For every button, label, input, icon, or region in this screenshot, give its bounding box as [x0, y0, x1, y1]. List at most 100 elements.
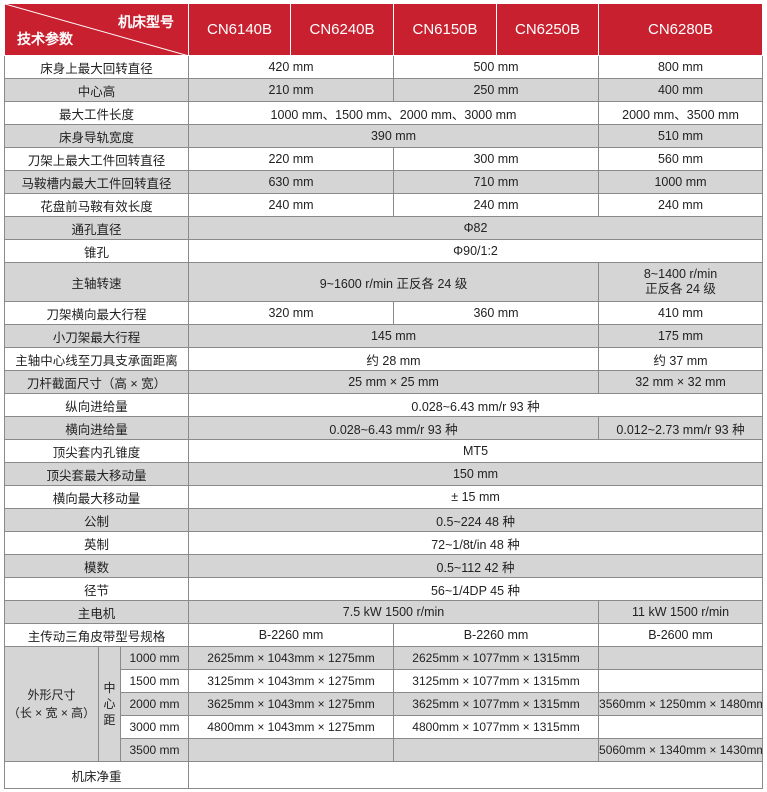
spec-row: 小刀架最大行程 145 mm 175 mm [3, 324, 764, 348]
dimension-value: 3625mm × 1077mm × 1315mm [393, 692, 600, 716]
center-distance-value: 3500 mm [119, 738, 190, 762]
spec-value: 210 mm [188, 78, 395, 102]
dimension-value: 4800mm × 1077mm × 1315mm [393, 715, 600, 739]
parameter-label: 床身导轨宽度 [3, 124, 190, 148]
model-header-cn6150b: CN6150B [393, 4, 498, 56]
spec-value: 0.5~224 48 种 [188, 508, 764, 532]
spec-value: MT5 [188, 439, 764, 463]
dimensions-label-line: 外形尺寸 [27, 688, 76, 702]
spec-value: 240 mm [393, 193, 600, 217]
spec-row: 横向进给量 0.028~6.43 mm/r 93 种 0.012~2.73 mm/r… [3, 416, 764, 440]
dimension-row: 3500 mm 5060mm × 1340mm × 1430mm [5, 738, 764, 762]
parameter-label: 公制 [3, 508, 190, 532]
spec-value: B-2260 mm [393, 623, 600, 647]
spec-row: 主轴转速 9~1600 r/min 正反各 24 级 8~1400 r/min 正反各… [3, 262, 764, 302]
dimension-row: 2000 mm 3625mm × 1043mm × 1275mm 3625mm × … [5, 692, 764, 716]
center-distance-value: 3000 mm [119, 715, 190, 739]
spec-value: 240 mm [188, 193, 395, 217]
model-header-cn6140b: CN6140B [188, 4, 292, 56]
spec-row: 刀架横向最大行程 320 mm 360 mm 410 mm [3, 301, 764, 325]
spec-row: 刀架上最大工件回转直径 220 mm 300 mm 560 mm [3, 147, 764, 171]
dimension-value [393, 738, 600, 762]
spec-value: 11 kW 1500 r/min [598, 600, 764, 624]
dimension-value: 2625mm × 1077mm × 1315mm [393, 646, 600, 670]
model-header-cn6240b: CN6240B [290, 4, 395, 56]
spec-value: 1000 mm、1500 mm、2000 mm、3000 mm [188, 101, 600, 125]
parameter-label: 主电机 [3, 600, 190, 624]
spec-row: 马鞍槽内最大工件回转直径 630 mm 710 mm 1000 mm [3, 170, 764, 194]
spec-row: 径节 56~1/4DP 45 种 [3, 577, 764, 601]
spec-value: 约 37 mm [598, 347, 764, 371]
spec-value: 400 mm [598, 78, 764, 102]
parameter-label: 马鞍槽内最大工件回转直径 [3, 170, 190, 194]
spec-table: 机床型号 技术参数 CN6140B CN6240B CN6150B CN6250B CN… [3, 4, 764, 789]
spec-value: 240 mm [598, 193, 764, 217]
spec-value: 145 mm [188, 324, 600, 348]
spec-value: 72~1/8t/in 48 种 [188, 531, 764, 555]
parameter-header-label: 技术参数 [17, 31, 73, 47]
spec-value: 25 mm × 25 mm [188, 370, 600, 394]
parameter-label: 径节 [3, 577, 190, 601]
spec-row: 床身上最大回转直径 420 mm 500 mm 800 mm [3, 55, 764, 79]
dimension-value [188, 738, 395, 762]
parameter-label: 顶尖套内孔锥度 [3, 439, 190, 463]
spec-row: 锥孔 Φ90/1:2 [3, 239, 764, 263]
spec-row: 花盘前马鞍有效长度 240 mm 240 mm 240 mm [3, 193, 764, 217]
spec-value: 630 mm [188, 170, 395, 194]
dimension-value: 4800mm × 1043mm × 1275mm [188, 715, 395, 739]
dimension-row: 外形尺寸 （长 × 宽 × 高） 中心距 1000 mm 2625mm × 1043mm… [4, 646, 764, 762]
dimensions-label-line: （长 × 宽 × 高） [7, 706, 96, 720]
parameter-label: 床身上最大回转直径 [3, 55, 190, 79]
spec-value: 约 28 mm [188, 347, 600, 371]
parameter-label: 主轴中心线至刀具支承面距离 [3, 347, 190, 371]
spec-value: 560 mm [598, 147, 764, 171]
spec-value-line: 8~1400 r/min [643, 267, 718, 281]
diagonal-divider [5, 4, 186, 55]
spec-row: 床身导轨宽度 390 mm 510 mm [3, 124, 764, 148]
center-distance-value: 2000 mm [119, 692, 190, 716]
dimensions-label: 外形尺寸 （长 × 宽 × 高） [4, 646, 99, 762]
net-weight-value [188, 761, 764, 789]
spec-value: 150 mm [188, 462, 764, 486]
spec-row: 英制 72~1/8t/in 48 种 [3, 531, 764, 555]
spec-value: 56~1/4DP 45 种 [188, 577, 764, 601]
parameter-label: 小刀架最大行程 [3, 324, 190, 348]
parameter-label: 横向最大移动量 [3, 485, 190, 509]
model-header-cn6250b: CN6250B [496, 4, 600, 56]
parameter-label: 横向进给量 [3, 416, 190, 440]
model-header-cn6280b: CN6280B [598, 4, 764, 56]
spec-value: 300 mm [393, 147, 600, 171]
spec-value: 175 mm [598, 324, 764, 348]
spec-value: 500 mm [393, 55, 600, 79]
spec-row: 顶尖套最大移动量 150 mm [3, 462, 764, 486]
spec-value: 0.5~112 42 种 [188, 554, 764, 578]
parameter-label: 通孔直径 [3, 216, 190, 240]
spec-value-line: 正反各 24 级 [645, 282, 716, 296]
dimension-value: 3560mm × 1250mm × 1480mm [598, 692, 764, 716]
spec-value: ± 15 mm [188, 485, 764, 509]
spec-value: 710 mm [393, 170, 600, 194]
header-row: 机床型号 技术参数 CN6140B CN6240B CN6150B CN6250B CN… [3, 4, 764, 56]
parameter-label: 刀杆截面尺寸（高 × 宽） [3, 370, 190, 394]
spec-value: 1000 mm [598, 170, 764, 194]
spec-value: 800 mm [598, 55, 764, 79]
dimension-value: 5060mm × 1340mm × 1430mm [598, 738, 764, 762]
dimension-value: 3625mm × 1043mm × 1275mm [188, 692, 395, 716]
parameter-label: 刀架横向最大行程 [3, 301, 190, 325]
spec-value: 0.028~6.43 mm/r 93 种 [188, 393, 764, 417]
spec-value: Φ82 [188, 216, 764, 240]
spec-row: 主电机 7.5 kW 1500 r/min 11 kW 1500 r/min [3, 600, 764, 624]
spec-row: 主轴中心线至刀具支承面距离约 28 mm 约 37 mm [3, 347, 764, 371]
spec-value: 510 mm [598, 124, 764, 148]
spec-row: 横向最大移动量 ± 15 mm [3, 485, 764, 509]
parameter-label: 主轴转速 [3, 262, 190, 302]
spec-value: 9~1600 r/min 正反各 24 级 [188, 262, 600, 302]
spec-value: 410 mm [598, 301, 764, 325]
spec-value: 220 mm [188, 147, 395, 171]
spec-row: 刀杆截面尺寸（高 × 宽） 25 mm × 25 mm 32 mm × 32 mm [3, 370, 764, 394]
spec-value: 2000 mm、3500 mm [598, 101, 764, 125]
dimension-value [598, 715, 764, 739]
parameter-label: 刀架上最大工件回转直径 [3, 147, 190, 171]
spec-value: Φ90/1:2 [188, 239, 764, 263]
spec-value: 420 mm [188, 55, 395, 79]
